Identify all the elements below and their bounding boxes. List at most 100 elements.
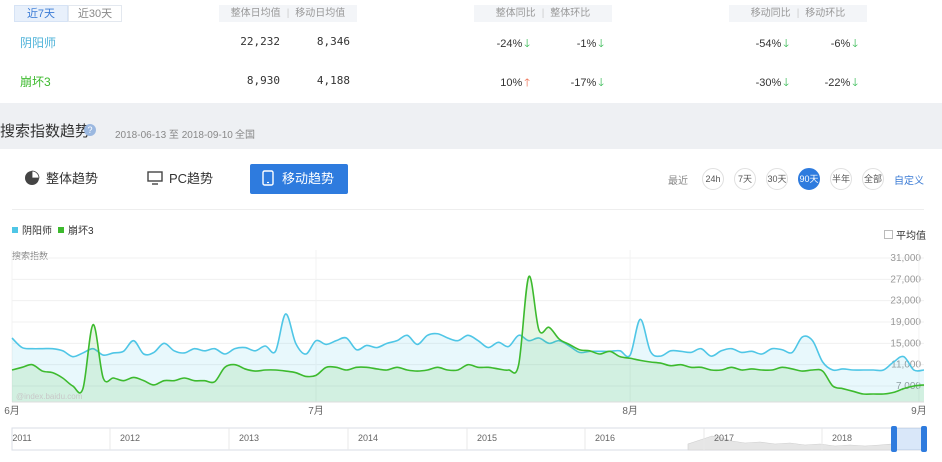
timeline-overview: [687, 435, 894, 451]
date-range: 2018-06-13 至 2018-09-10: [115, 130, 233, 141]
x-tick-label: 6月: [4, 405, 20, 417]
header-overall-yoy: 整体同比: [495, 8, 536, 19]
average-checkbox[interactable]: [884, 230, 893, 239]
section-title: 搜索指数趋势: [0, 123, 91, 140]
y-tick-label: 11,000: [891, 360, 921, 371]
row2-yoy: 10% 🡑: [470, 74, 530, 93]
row1-mom: -1% 🡓: [544, 35, 604, 54]
range-label: 最近: [668, 175, 688, 187]
row1-mobile-avg: 8,346: [316, 35, 350, 48]
row2-mobile-yoy-value: -30%: [755, 77, 782, 89]
arrow-down-icon: 🡓: [783, 38, 789, 50]
timeline-year-label: 2015: [477, 433, 497, 443]
period-tabs: 近7天 近30天: [14, 5, 122, 22]
timeline-selection[interactable]: [893, 428, 924, 450]
divider: [12, 209, 924, 210]
series-area-1: [12, 313, 924, 402]
header-mobile-yoy: 移动同比: [750, 8, 791, 19]
range-half-year[interactable]: 半年: [830, 168, 852, 190]
tab-pc-trend-label: PC趋势: [169, 171, 214, 186]
row2-mobile-mom-value: -22%: [824, 77, 851, 89]
legend-swatch-yinyangshi: [12, 226, 18, 233]
header-mobile-mom: 移动环比: [805, 8, 846, 19]
series-line-1[interactable]: [11, 313, 925, 372]
timeline-year-label: 2017: [714, 433, 734, 443]
tab-30-days[interactable]: 近30天: [68, 5, 122, 22]
tab-7-days[interactable]: 近7天: [14, 5, 68, 22]
timeline-year-label: 2016: [595, 433, 615, 443]
average-toggle[interactable]: 平均值: [884, 227, 926, 242]
timeline-year-label: 2013: [239, 433, 259, 443]
section-band: [0, 103, 942, 149]
row1-mobile-mom-value: -6%: [830, 38, 851, 50]
range-30d[interactable]: 30天: [766, 168, 788, 190]
arrow-up-icon: 🡑: [524, 77, 530, 89]
range-90d[interactable]: 90天: [798, 168, 820, 190]
series-line-2[interactable]: [11, 275, 925, 395]
row2-yoy-value: 10%: [500, 77, 523, 89]
legend: 阴阳师 崩坏3: [12, 222, 94, 237]
average-label: 平均值: [896, 231, 926, 242]
range-selector: 最近 24h 7天 30天 90天 半年 全部 自定义: [668, 168, 924, 190]
tab-mobile-trend[interactable]: 移动趋势: [250, 164, 348, 194]
tab-overall-trend-label: 整体趋势: [46, 171, 99, 186]
arrow-down-icon: 🡓: [598, 38, 604, 50]
timeline-year-label: 2014: [358, 433, 378, 443]
watermark: @index.baidu.com: [16, 392, 83, 401]
row2-overall-avg: 8,930: [246, 74, 280, 87]
custom-range-link[interactable]: 自定义: [894, 175, 924, 187]
timeline-year-label: 2012: [120, 433, 140, 443]
x-tick-label: 8月: [622, 405, 638, 417]
y-tick-label: 23,000: [890, 296, 921, 307]
row-name-yinyangshi[interactable]: 阴阳师: [20, 36, 57, 50]
row2-mobile-mom: -22% 🡓: [798, 74, 858, 93]
row1-mobile-yoy: -54% 🡓: [729, 35, 789, 54]
range-7d[interactable]: 7天: [734, 168, 756, 190]
region-label: 全国: [235, 130, 255, 141]
timeline-handle-left[interactable]: [891, 426, 897, 452]
header-mobile-change: 移动同比 | 移动环比: [729, 5, 867, 22]
row1-mom-value: -1%: [576, 38, 597, 50]
arrow-down-icon: 🡓: [852, 38, 858, 50]
summary-table: 近7天 近30天 整体日均值 | 移动日均值 整体同比 | 整体环比 移动同比 | 移动环比…: [0, 0, 942, 103]
arrow-down-icon: 🡓: [852, 77, 858, 89]
row1-overall-avg: 22,232: [240, 35, 280, 48]
arrow-down-icon: 🡓: [783, 77, 789, 89]
row1-yoy: -24% 🡓: [470, 35, 530, 54]
header-overall-mom: 整体环比: [550, 8, 591, 19]
monitor-icon: [147, 171, 163, 185]
header-mobile-avg: 移动日均值: [295, 8, 346, 19]
help-icon[interactable]: ?: [84, 124, 96, 136]
header-overall-change: 整体同比 | 整体环比: [474, 5, 612, 22]
tab-overall-trend[interactable]: 整体趋势: [24, 164, 114, 194]
legend-benghuai3[interactable]: 崩坏3: [68, 226, 94, 237]
row2-mobile-avg: 4,188: [316, 74, 350, 87]
range-all[interactable]: 全部: [862, 168, 884, 190]
row1-mobile-mom: -6% 🡓: [798, 35, 858, 54]
y-tick-label: 15,000: [890, 338, 921, 349]
legend-swatch-benghuai3: [58, 226, 64, 233]
header-overall-avg: 整体日均值: [230, 8, 281, 19]
row2-mobile-yoy: -30% 🡓: [729, 74, 789, 93]
timeline-year-label: 2011: [12, 433, 31, 443]
row1-mobile-yoy-value: -54%: [755, 38, 782, 50]
row2-mom: -17% 🡓: [544, 74, 604, 93]
row1-yoy-value: -24%: [496, 38, 523, 50]
legend-yinyangshi[interactable]: 阴阳师: [22, 226, 52, 237]
x-tick-label: 7月: [308, 405, 324, 417]
mobile-icon: [262, 170, 274, 186]
y-tick-label: 31,000: [890, 253, 921, 264]
timeline-handle-right[interactable]: [921, 426, 927, 452]
row-name-benghuai3[interactable]: 崩坏3: [20, 75, 51, 89]
y-tick-label: 27,000: [890, 274, 921, 285]
tab-pc-trend[interactable]: PC趋势: [147, 164, 237, 194]
x-tick-label: 9月: [911, 405, 927, 417]
header-overall: 整体日均值 | 移动日均值: [219, 5, 357, 22]
arrow-down-icon: 🡓: [598, 77, 604, 89]
tab-mobile-trend-label: 移动趋势: [282, 171, 335, 186]
range-24h[interactable]: 24h: [702, 168, 724, 190]
row2-mom-value: -17%: [570, 77, 597, 89]
timeline-year-label: 2018: [832, 433, 852, 443]
y-tick-label: 19,000: [890, 317, 921, 328]
